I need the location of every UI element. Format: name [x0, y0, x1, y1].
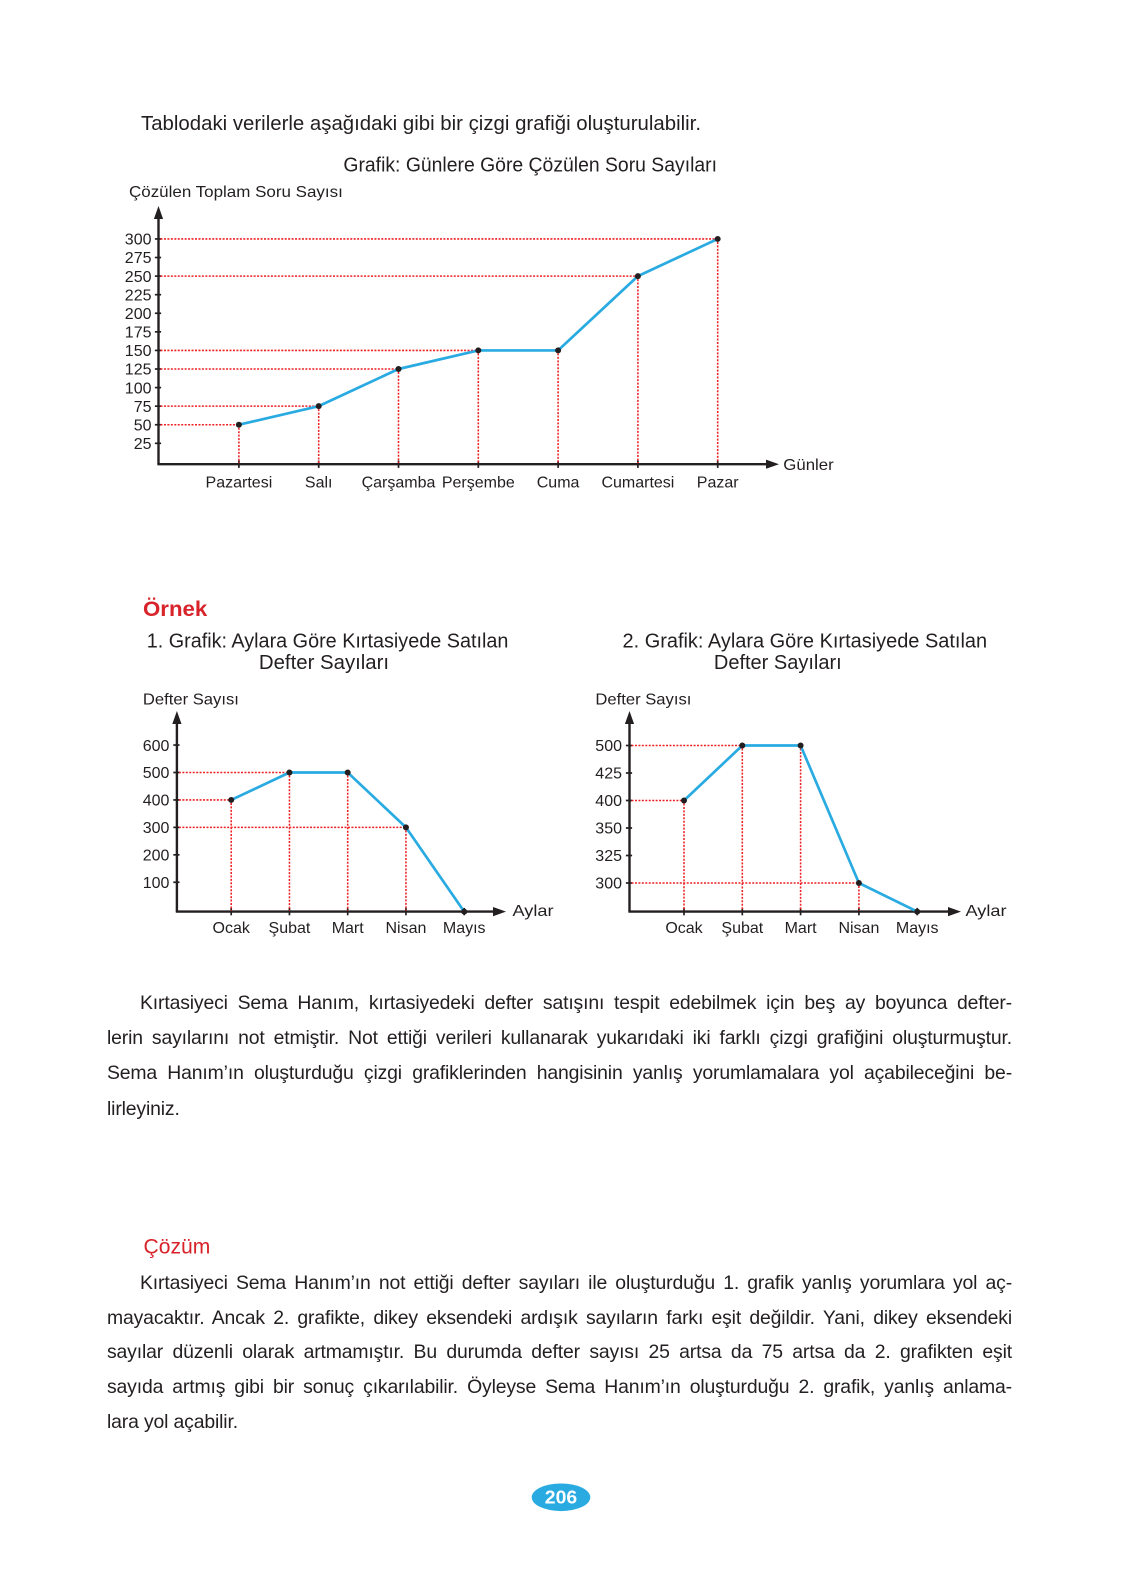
- svg-text:Mart: Mart: [332, 920, 365, 937]
- svg-text:Şubat: Şubat: [269, 920, 311, 937]
- svg-text:Nisan: Nisan: [385, 920, 426, 937]
- svg-text:200: 200: [143, 848, 170, 865]
- svg-text:Cuma: Cuma: [537, 474, 580, 491]
- svg-text:Salı: Salı: [305, 474, 333, 491]
- svg-text:2. Grafik: Aylara Göre Kırtasi: 2. Grafik: Aylara Göre Kırtasiyede Satıl…: [623, 631, 988, 653]
- svg-text:Cumartesi: Cumartesi: [601, 474, 674, 491]
- svg-text:Grafik: Günlere Göre Çözülen S: Grafik: Günlere Göre Çözülen Soru Sayıla…: [343, 153, 717, 176]
- svg-text:75: 75: [134, 399, 152, 416]
- svg-text:300: 300: [143, 820, 170, 837]
- svg-text:25: 25: [134, 436, 152, 453]
- svg-text:275: 275: [125, 250, 152, 267]
- svg-text:Örnek: Örnek: [143, 596, 207, 621]
- svg-text:300: 300: [125, 232, 152, 249]
- svg-text:Pazartesi: Pazartesi: [206, 474, 273, 491]
- svg-text:Defter Sayıları: Defter Sayıları: [259, 652, 389, 674]
- svg-text:Perşembe: Perşembe: [442, 474, 515, 491]
- svg-text:Defter Sayısı: Defter Sayısı: [595, 692, 691, 709]
- svg-text:175: 175: [125, 325, 152, 342]
- svg-text:Şubat: Şubat: [721, 920, 763, 937]
- svg-text:Çözülen Toplam Soru Sayısı: Çözülen Toplam Soru Sayısı: [129, 184, 343, 201]
- svg-text:325: 325: [595, 848, 622, 865]
- svg-text:150: 150: [125, 343, 152, 360]
- svg-text:100: 100: [143, 875, 170, 892]
- svg-text:600: 600: [143, 738, 170, 755]
- svg-text:350: 350: [595, 821, 622, 838]
- svg-text:Günler: Günler: [783, 457, 834, 474]
- svg-text:50: 50: [134, 417, 152, 434]
- svg-text:Çarşamba: Çarşamba: [362, 474, 436, 491]
- svg-text:500: 500: [143, 765, 170, 782]
- svg-text:425: 425: [595, 766, 622, 783]
- svg-text:Defter Sayıları: Defter Sayıları: [714, 652, 842, 674]
- svg-text:125: 125: [125, 362, 152, 379]
- svg-text:Nisan: Nisan: [838, 920, 879, 937]
- svg-text:Defter Sayısı: Defter Sayısı: [143, 692, 239, 709]
- svg-text:200: 200: [125, 306, 152, 323]
- svg-text:Mayıs: Mayıs: [443, 920, 486, 937]
- svg-text:Mart: Mart: [785, 920, 818, 937]
- svg-text:100: 100: [125, 380, 152, 397]
- svg-text:225: 225: [125, 287, 152, 304]
- svg-text:Ocak: Ocak: [213, 920, 251, 937]
- svg-text:400: 400: [595, 793, 622, 810]
- svg-text:1. Grafik: Aylara Göre Kırtasi: 1. Grafik: Aylara Göre Kırtasiyede Satıl…: [147, 631, 509, 653]
- svg-text:Tablodaki verilerle aşağıdaki: Tablodaki verilerle aşağıdaki gibi bir ç…: [141, 113, 701, 135]
- svg-text:Aylar: Aylar: [513, 903, 555, 920]
- svg-text:206: 206: [545, 1487, 577, 1507]
- svg-text:Aylar: Aylar: [966, 903, 1008, 920]
- svg-text:Pazar: Pazar: [697, 474, 739, 491]
- svg-text:Mayıs: Mayıs: [896, 920, 939, 937]
- svg-text:Ocak: Ocak: [665, 920, 703, 937]
- svg-text:400: 400: [143, 793, 170, 810]
- svg-text:250: 250: [125, 269, 152, 286]
- svg-text:Çözüm: Çözüm: [144, 1236, 211, 1259]
- svg-text:300: 300: [595, 876, 622, 893]
- svg-text:500: 500: [595, 738, 622, 755]
